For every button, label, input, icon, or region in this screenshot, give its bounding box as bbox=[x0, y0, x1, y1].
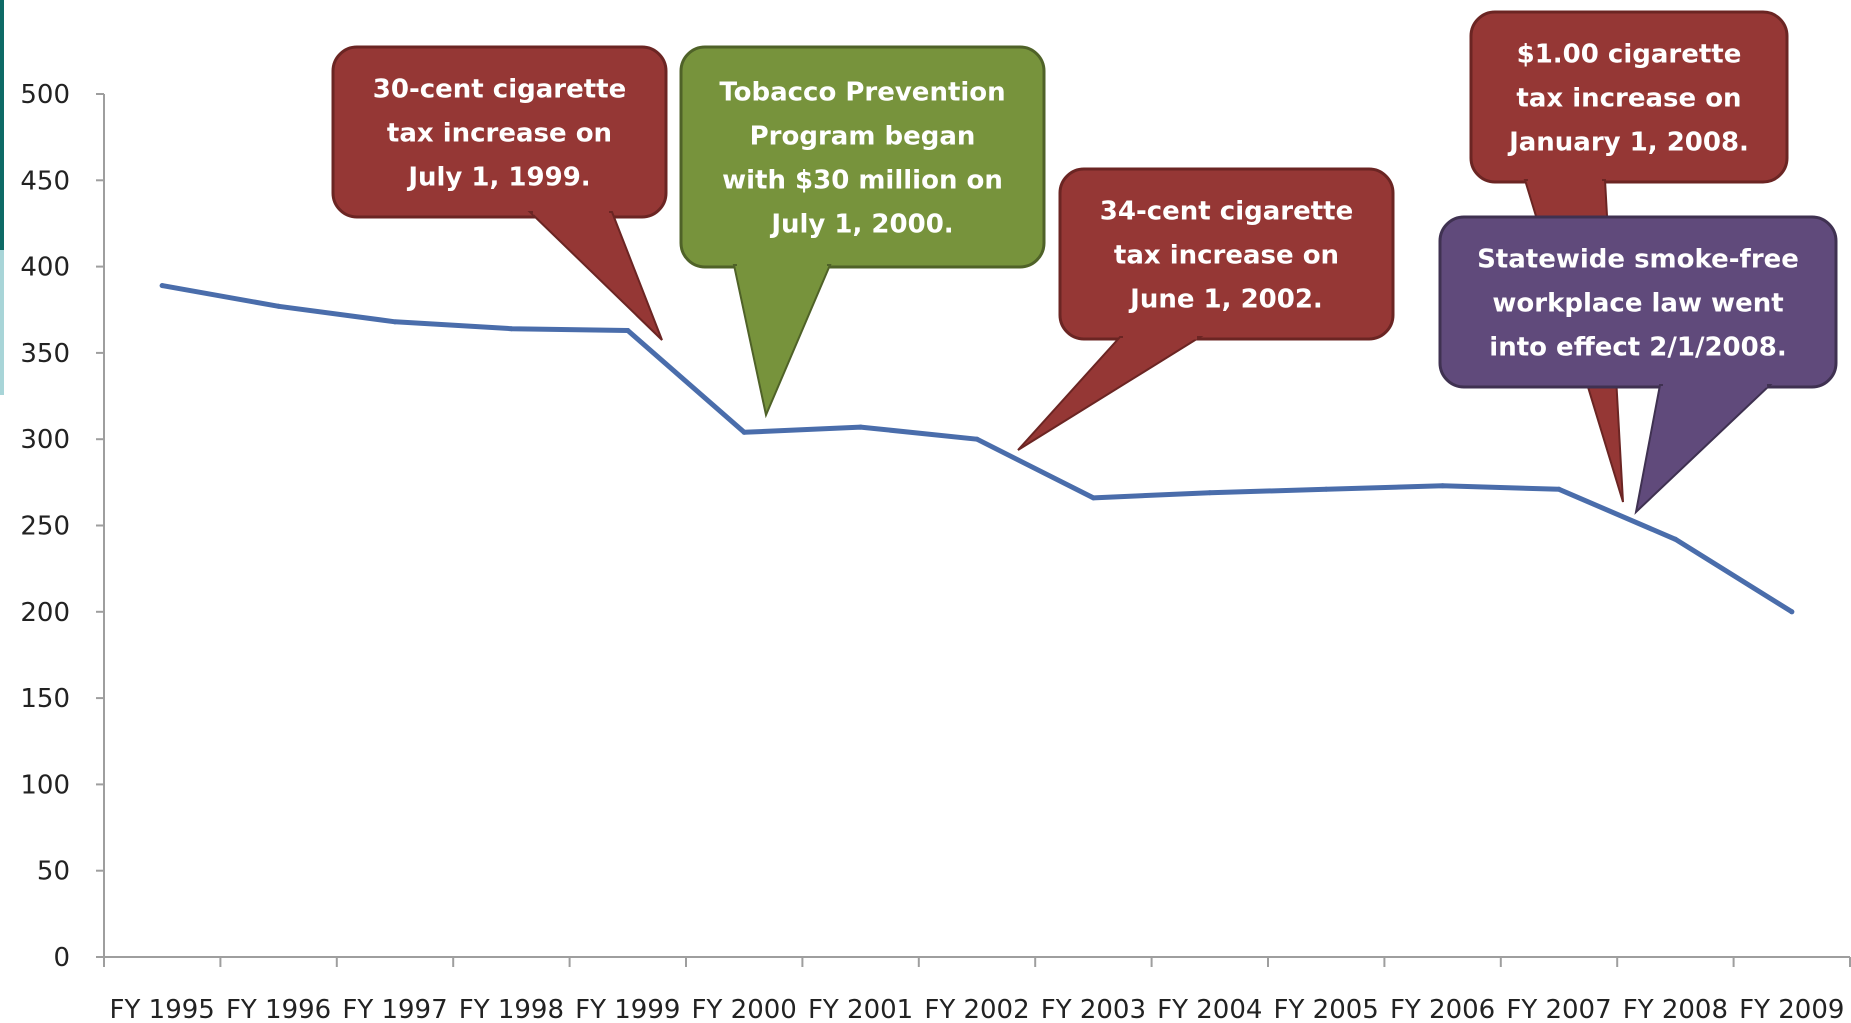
callout-text-line: 30-cent cigarette bbox=[373, 75, 626, 105]
y-tick-label: 50 bbox=[37, 857, 70, 887]
x-tick-label: FY 2007 bbox=[1506, 995, 1611, 1023]
callout-text-line: 34-cent cigarette bbox=[1100, 197, 1353, 227]
x-tick-label: FY 1995 bbox=[110, 995, 215, 1023]
callout-box bbox=[1058, 167, 1395, 341]
callout-text-line: Program began bbox=[750, 122, 976, 152]
callout-tax-2002: 34-cent cigarette tax increase on June 1, … bbox=[1017, 167, 1395, 451]
data-point bbox=[1672, 536, 1678, 542]
callout-text-line: June 1, 2002. bbox=[1128, 285, 1323, 315]
callout-text-line: tax increase on bbox=[1516, 84, 1741, 114]
x-tick-label: FY 2009 bbox=[1739, 995, 1844, 1023]
x-tick-label: FY 1999 bbox=[575, 995, 680, 1023]
y-tick-label: 450 bbox=[20, 166, 70, 196]
callout-text-line: Tobacco Prevention bbox=[719, 78, 1005, 108]
callout-smokefree-2008: Statewide smoke-free workplace law went in… bbox=[1438, 215, 1838, 515]
axes: 0 50 100 150 200 250 300 350 400 450 500 FY 1995 FY … bbox=[20, 80, 1851, 1023]
callout-text-line: Statewide smoke-free bbox=[1477, 245, 1799, 275]
callout-text-line: into effect 2/1/2008. bbox=[1489, 333, 1786, 363]
data-point bbox=[1789, 609, 1795, 615]
callout-tax-1999: 30-cent cigarette tax increase on July 1, … bbox=[331, 45, 668, 341]
x-tick-label: FY 2008 bbox=[1623, 995, 1728, 1023]
callout-text-line: with $30 million on bbox=[722, 166, 1003, 196]
y-tick-label: 400 bbox=[20, 253, 70, 283]
y-tick-label: 100 bbox=[20, 770, 70, 800]
x-tick-label: FY 2003 bbox=[1041, 995, 1146, 1023]
x-tick-label: FY 1996 bbox=[226, 995, 331, 1023]
y-tick-label: 200 bbox=[20, 598, 70, 628]
x-tick-label: FY 1998 bbox=[459, 995, 564, 1023]
callout-prevention-2000: Tobacco Prevention Program began with $30 … bbox=[679, 45, 1046, 419]
data-point bbox=[159, 283, 165, 289]
data-point bbox=[741, 429, 747, 435]
callout-pointer bbox=[1017, 336, 1204, 451]
data-point bbox=[1207, 490, 1213, 496]
data-point bbox=[1440, 483, 1446, 489]
callout-box bbox=[331, 45, 668, 219]
callout-box bbox=[679, 45, 1046, 269]
y-tick-label: 500 bbox=[20, 80, 70, 110]
callout-text-line: workplace law went bbox=[1492, 289, 1783, 319]
callout-text-line: July 1, 2000. bbox=[769, 210, 953, 240]
y-tick-label: 0 bbox=[53, 943, 70, 973]
x-tick-label: FY 2001 bbox=[808, 995, 913, 1023]
callout-text-line: tax increase on bbox=[387, 119, 612, 149]
y-tick-label: 350 bbox=[20, 339, 70, 369]
x-tick-label: FY 2002 bbox=[924, 995, 1029, 1023]
y-tick-label: 300 bbox=[20, 425, 70, 455]
data-point bbox=[276, 303, 282, 309]
y-tick-label: 250 bbox=[20, 512, 70, 542]
x-tick-label: FY 1997 bbox=[342, 995, 447, 1023]
data-point bbox=[974, 436, 980, 442]
data-point bbox=[508, 326, 514, 332]
callout-pointer bbox=[732, 264, 832, 419]
callout-text-line: July 1, 1999. bbox=[406, 163, 590, 193]
callout-text-line: tax increase on bbox=[1114, 241, 1339, 271]
data-point bbox=[1556, 486, 1562, 492]
callout-box bbox=[1438, 215, 1838, 389]
data-point bbox=[858, 424, 864, 430]
x-tick-label: FY 2006 bbox=[1390, 995, 1495, 1023]
data-point bbox=[1323, 486, 1329, 492]
data-point bbox=[1090, 495, 1096, 501]
callout-pointer bbox=[527, 211, 663, 341]
y-tick-label: 150 bbox=[20, 684, 70, 714]
data-point bbox=[625, 327, 631, 333]
left-accent-bar-light bbox=[0, 250, 4, 395]
x-tick-label: FY 2005 bbox=[1274, 995, 1379, 1023]
left-accent-bar bbox=[0, 0, 4, 395]
x-tick-label: FY 2004 bbox=[1157, 995, 1262, 1023]
callout-pointer bbox=[1634, 384, 1773, 515]
annotations: 30-cent cigarette tax increase on July 1, … bbox=[331, 10, 1838, 515]
data-point bbox=[392, 319, 398, 325]
callout-text-line: January 1, 2008. bbox=[1507, 128, 1749, 158]
x-tick-label: FY 2000 bbox=[692, 995, 797, 1023]
callout-box bbox=[1469, 10, 1789, 184]
data-series bbox=[159, 283, 1795, 615]
callout-text-line: $1.00 cigarette bbox=[1517, 40, 1742, 70]
